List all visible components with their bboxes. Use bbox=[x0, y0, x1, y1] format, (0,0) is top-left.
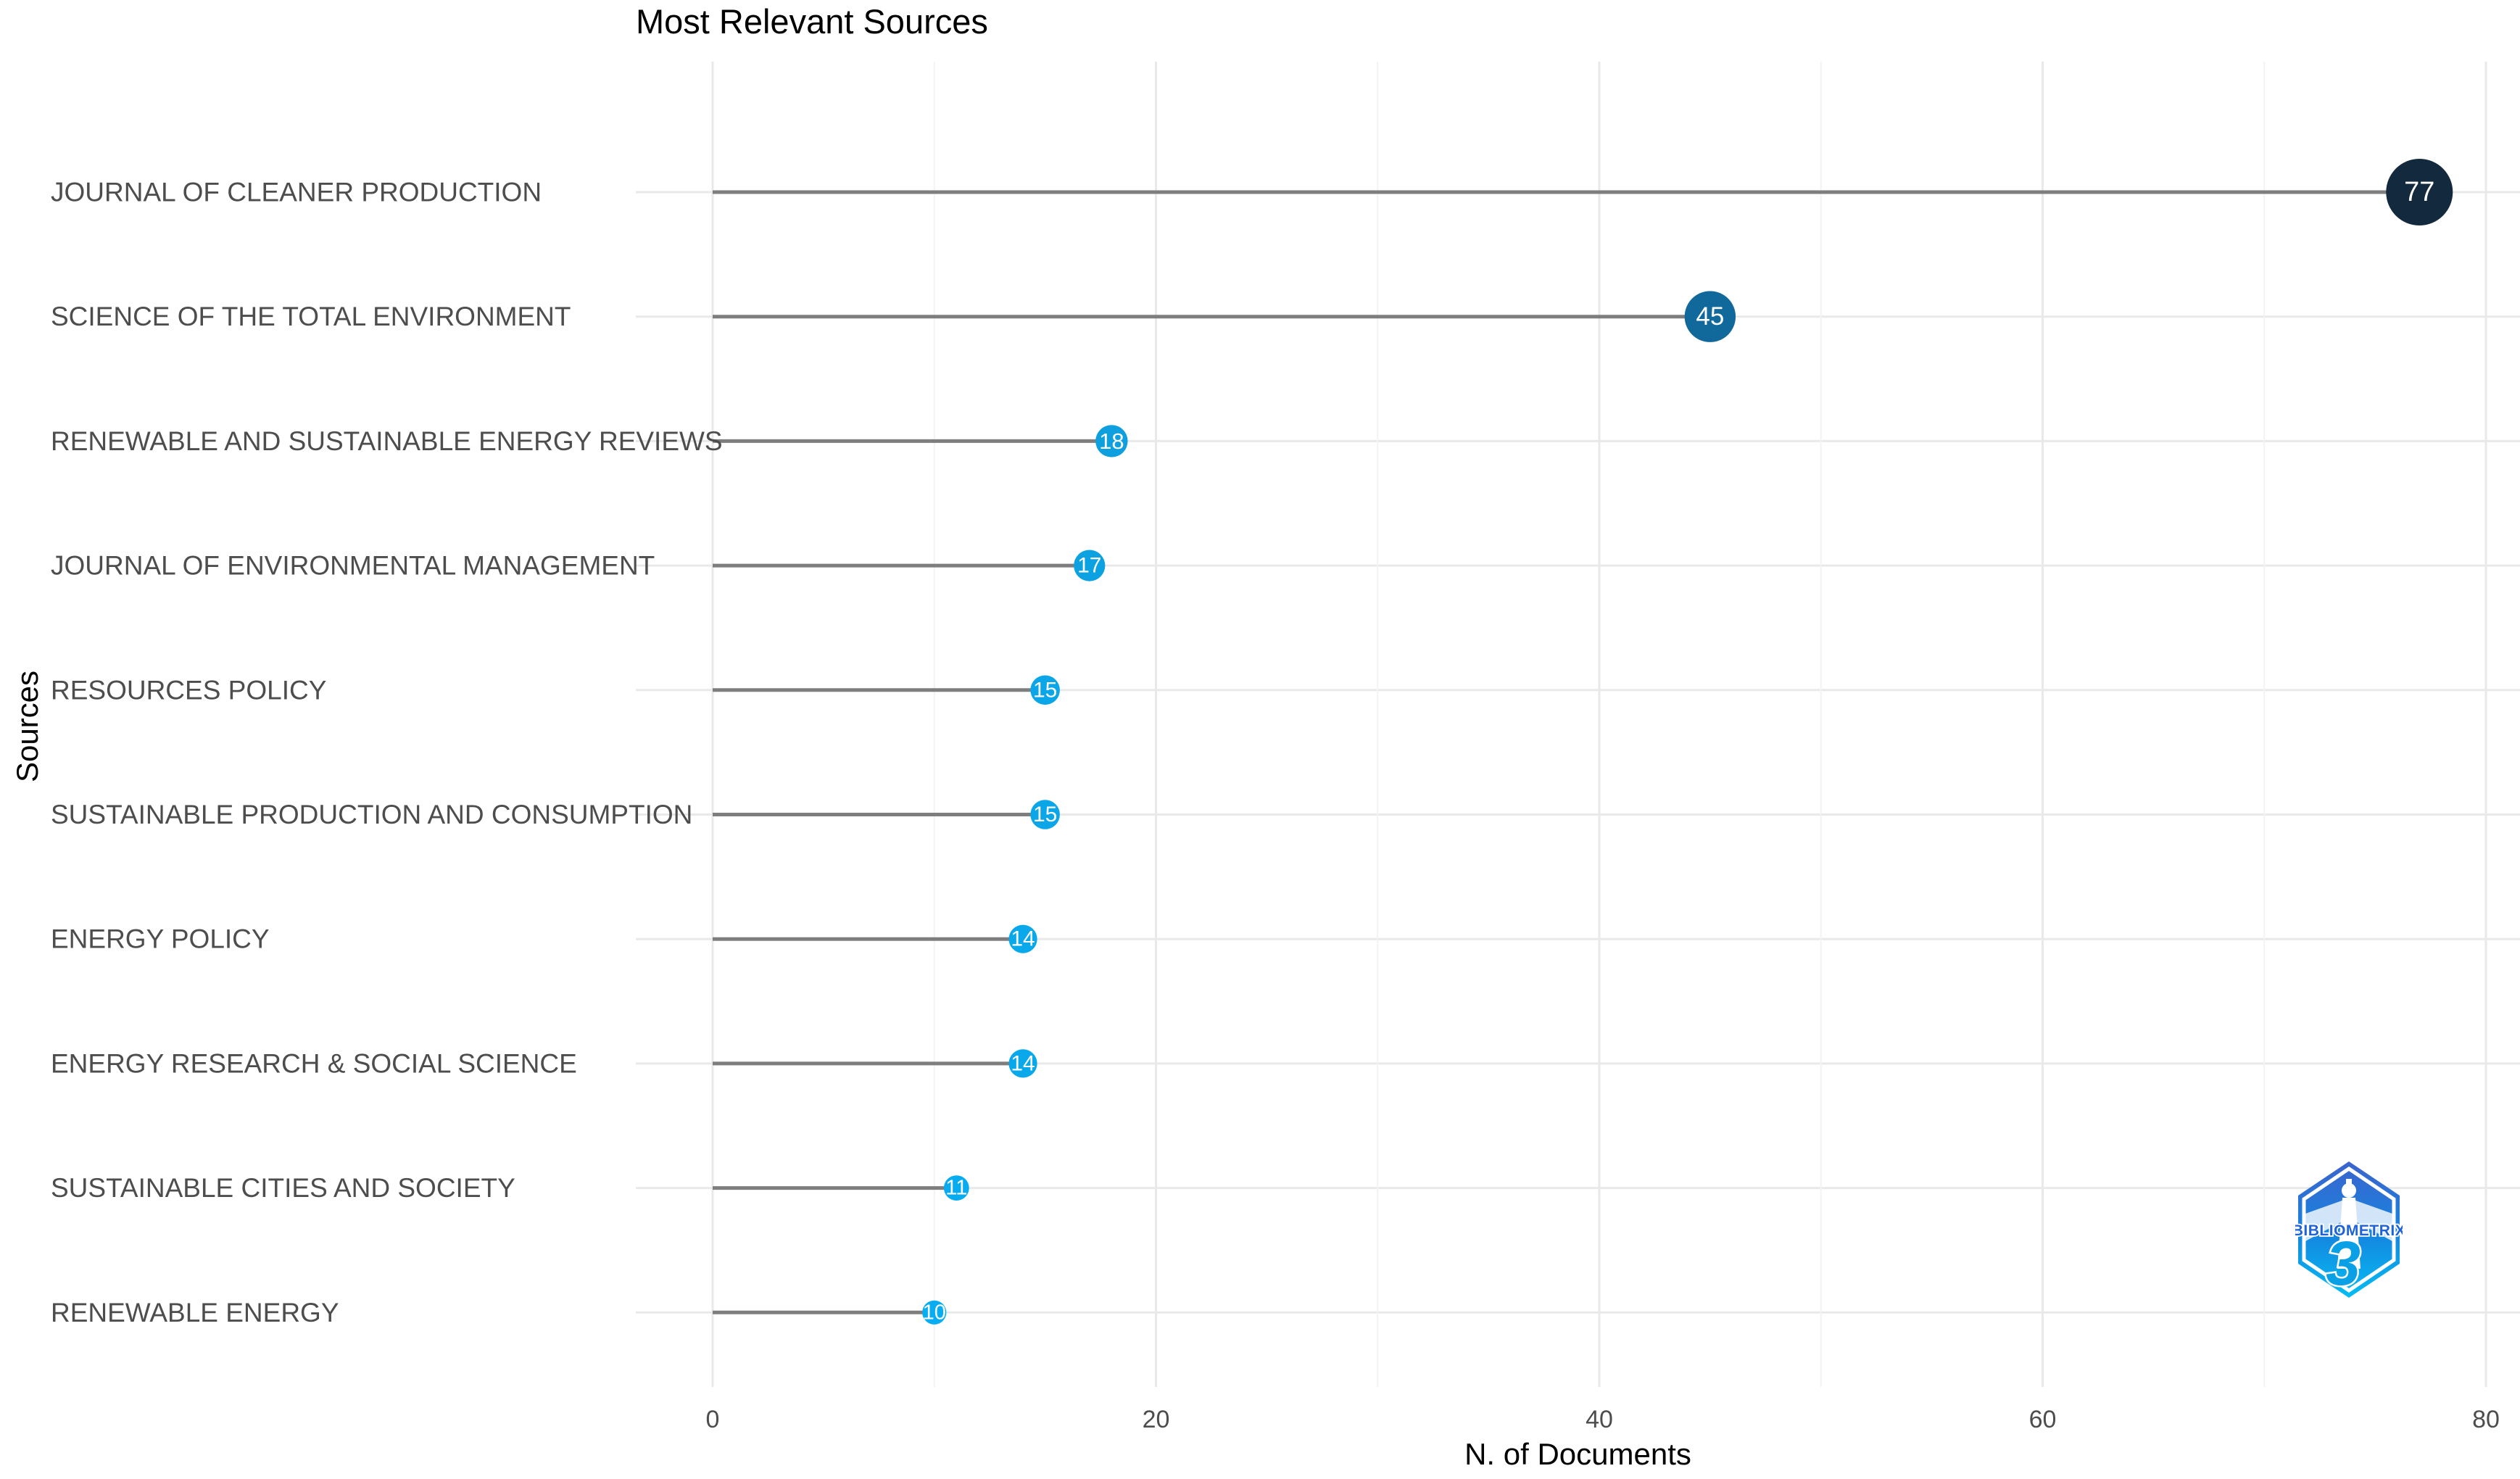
y-axis-label: JOURNAL OF CLEANER PRODUCTION bbox=[51, 178, 542, 207]
data-point bbox=[1030, 800, 1060, 829]
y-axis-label: SCIENCE OF THE TOTAL ENVIRONMENT bbox=[51, 302, 571, 331]
data-point bbox=[1030, 675, 1060, 705]
logo-lighthouse-dome bbox=[2342, 1183, 2356, 1198]
data-point-label: 14 bbox=[1011, 1051, 1035, 1075]
logo-beam-right bbox=[2352, 1199, 2392, 1241]
data-point bbox=[1008, 1049, 1037, 1078]
x-tick-label: 0 bbox=[706, 1406, 720, 1433]
y-axis-label: ENERGY RESEARCH & SOCIAL SCIENCE bbox=[51, 1048, 577, 1078]
data-point bbox=[922, 1300, 947, 1325]
x-tick-label: 40 bbox=[1586, 1406, 1613, 1433]
data-point bbox=[1008, 924, 1037, 953]
data-point-label: 15 bbox=[1033, 678, 1057, 702]
y-axis-label: RENEWABLE ENERGY bbox=[51, 1298, 339, 1327]
logo-hexagon-inner-ring bbox=[2302, 1166, 2396, 1293]
x-tick-label: 20 bbox=[1143, 1406, 1170, 1433]
data-point-label: 15 bbox=[1033, 803, 1057, 826]
data-point-label: 17 bbox=[1077, 554, 1101, 578]
logo-lighthouse-tower bbox=[2337, 1198, 2361, 1269]
logo-wordmark: BIBLIOMETRIX bbox=[2295, 1222, 2403, 1239]
y-axis-label: SUSTAINABLE CITIES AND SOCIETY bbox=[51, 1173, 515, 1203]
y-axis-label: JOURNAL OF ENVIRONMENTAL MANAGEMENT bbox=[51, 551, 655, 581]
x-tick-label: 80 bbox=[2472, 1406, 2500, 1433]
logo-beam-left bbox=[2305, 1199, 2346, 1241]
data-point-label: 14 bbox=[1011, 927, 1035, 951]
data-point-label: 77 bbox=[2404, 177, 2434, 207]
logo-numeral: 3 bbox=[2326, 1229, 2361, 1298]
bibliometrix-logo: 3 BIBLIOMETRIX bbox=[2295, 1161, 2403, 1299]
x-tick-label: 60 bbox=[2029, 1406, 2057, 1433]
data-point-label: 18 bbox=[1099, 428, 1124, 454]
data-point-label: 11 bbox=[945, 1177, 967, 1200]
data-point-label: 10 bbox=[923, 1301, 946, 1324]
data-point bbox=[1074, 550, 1106, 581]
y-axis-label: ENERGY POLICY bbox=[51, 924, 270, 954]
data-point bbox=[1684, 291, 1736, 342]
y-axis-label: RESOURCES POLICY bbox=[51, 675, 326, 705]
y-axis-label: SUSTAINABLE PRODUCTION AND CONSUMPTION bbox=[51, 800, 692, 829]
x-axis-title: N. of Documents bbox=[1464, 1437, 1691, 1471]
data-point-label: 45 bbox=[1696, 302, 1724, 331]
chart-title: Most Relevant Sources bbox=[636, 2, 988, 41]
y-axis-label: RENEWABLE AND SUSTAINABLE ENERGY REVIEWS bbox=[51, 426, 723, 456]
data-point bbox=[943, 1175, 969, 1201]
logo-lighthouse-cap bbox=[2346, 1179, 2352, 1186]
data-point bbox=[1095, 425, 1128, 457]
data-point bbox=[2386, 159, 2453, 225]
